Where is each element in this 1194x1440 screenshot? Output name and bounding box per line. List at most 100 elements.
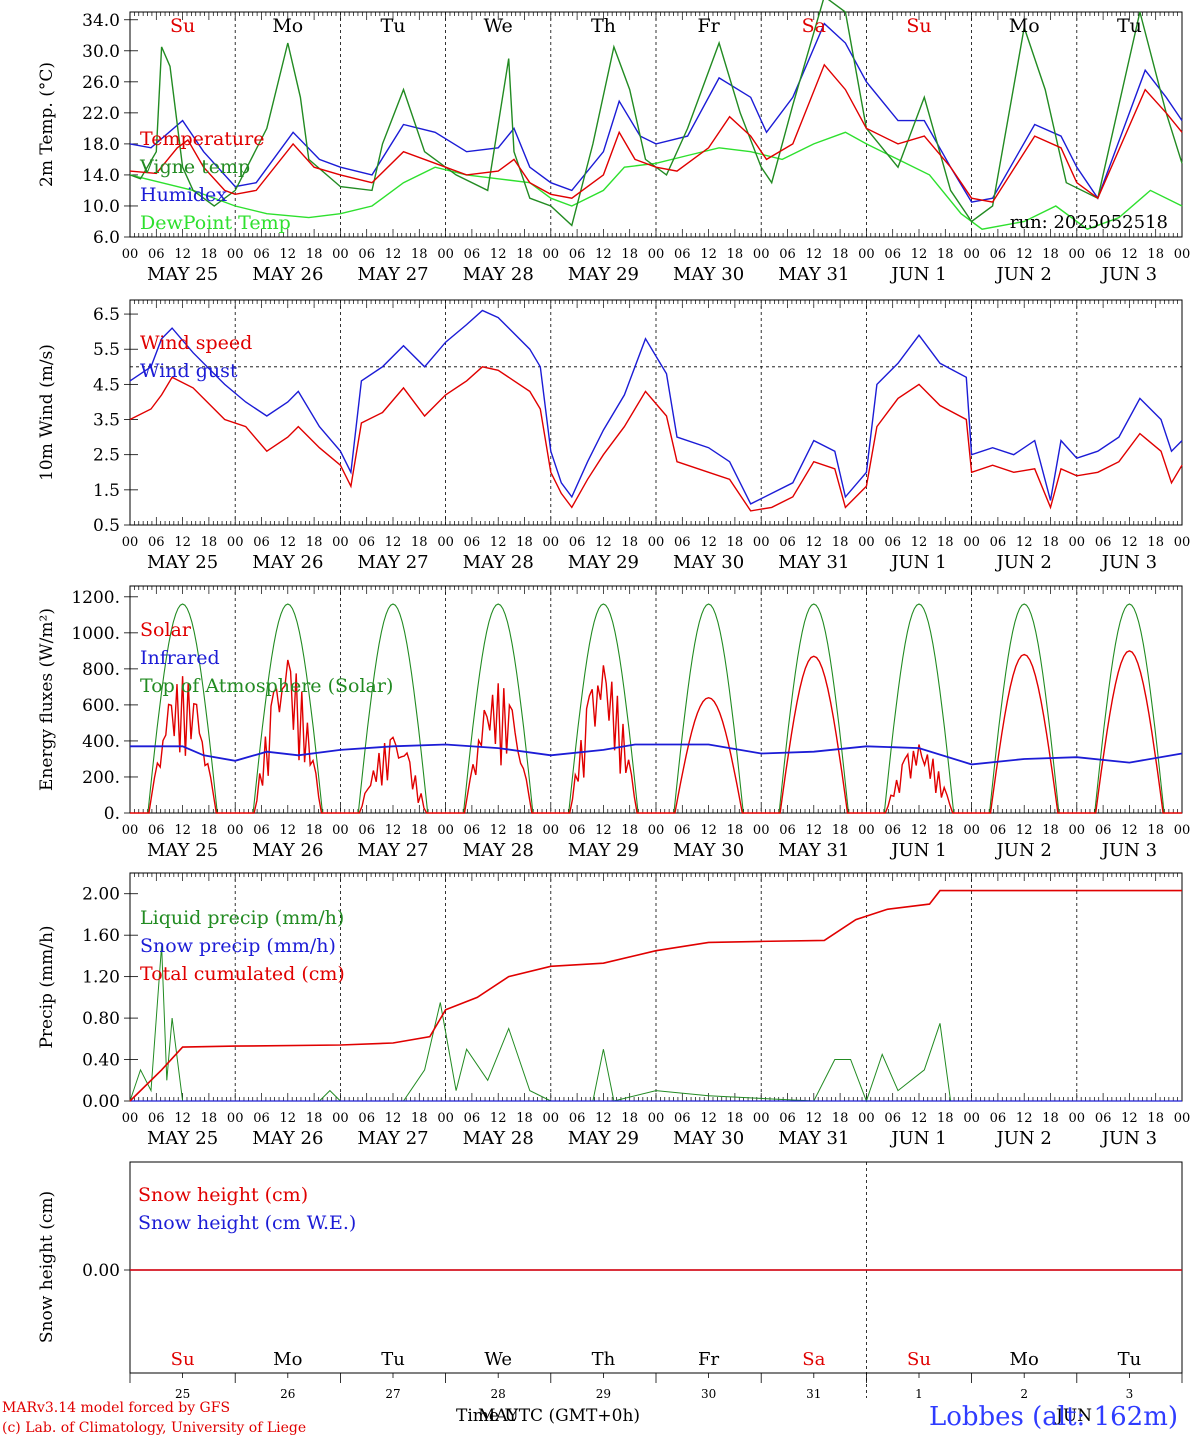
- y-tick-label: 2.5: [93, 446, 120, 466]
- hour-label: 12: [806, 247, 823, 262]
- hour-label: 06: [253, 535, 270, 550]
- hour-label: 12: [385, 823, 402, 838]
- hour-label: 06: [148, 1111, 165, 1126]
- hour-label: 06: [1095, 823, 1112, 838]
- hour-label: 06: [253, 1111, 270, 1126]
- y-tick-label: 1.5: [93, 481, 120, 501]
- date-label: MAY 28: [463, 552, 534, 573]
- day-name: Fr: [697, 15, 720, 37]
- hour-label: 12: [385, 535, 402, 550]
- hour-label: 06: [464, 535, 481, 550]
- hour-label: 00: [1174, 247, 1191, 262]
- day-number: 2: [1020, 1387, 1028, 1401]
- hour-label: 18: [621, 1111, 638, 1126]
- date-label: MAY 25: [147, 840, 218, 861]
- hour-label: 00: [543, 1111, 560, 1126]
- y-tick-label: 400.: [82, 732, 120, 752]
- hour-label: 18: [411, 823, 428, 838]
- hour-label: 00: [858, 823, 875, 838]
- hour-label: 18: [1042, 535, 1059, 550]
- day-name: Tu: [1118, 1349, 1142, 1370]
- lab-credit: (c) Lab. of Climatology, University of L…: [2, 1420, 307, 1436]
- hour-label: 06: [990, 823, 1007, 838]
- hour-label: 18: [1147, 247, 1164, 262]
- y-axis-label: Energy fluxes (W/m²): [37, 608, 57, 791]
- month-jun-label: JUN: [1056, 1406, 1093, 1426]
- hour-label: 00: [858, 535, 875, 550]
- legend-entry: Top of Atmosphere (Solar): [140, 675, 393, 697]
- date-label: MAY 29: [568, 264, 639, 285]
- hour-label: 00: [122, 1111, 139, 1126]
- hour-label: 18: [1042, 247, 1059, 262]
- y-tick-label: 600.: [82, 696, 120, 716]
- hour-label: 06: [990, 247, 1007, 262]
- day-name: Su: [907, 1349, 931, 1370]
- hour-label: 18: [1042, 1111, 1059, 1126]
- hour-label: 06: [674, 247, 691, 262]
- hour-label: 12: [1121, 823, 1138, 838]
- hour-label: 06: [569, 1111, 586, 1126]
- date-label: MAY 25: [147, 552, 218, 573]
- series-line: [129, 131, 1183, 230]
- y-tick-label: 5.5: [93, 340, 120, 360]
- hour-label: 12: [595, 247, 612, 262]
- hour-label: 18: [306, 247, 323, 262]
- date-label: MAY 28: [463, 1128, 534, 1149]
- hour-label: 00: [1174, 823, 1191, 838]
- date-label: MAY 25: [147, 264, 218, 285]
- month-may-label: MAY: [478, 1406, 519, 1426]
- day-name: Tu: [381, 15, 406, 37]
- date-label: JUN 3: [1100, 552, 1157, 573]
- y-tick-label: 1000.: [71, 624, 120, 644]
- series-line: [129, 63, 1183, 203]
- hour-label: 12: [595, 823, 612, 838]
- hour-label: 00: [858, 1111, 875, 1126]
- day-number: 26: [280, 1387, 295, 1401]
- hour-label: 18: [411, 1111, 428, 1126]
- y-tick-label: 800.: [82, 660, 120, 680]
- y-tick-label: 0.80: [82, 1009, 120, 1029]
- day-name: Su: [906, 15, 931, 37]
- hour-label: 00: [753, 823, 770, 838]
- hour-label: 06: [1095, 1111, 1112, 1126]
- date-label: JUN 2: [995, 264, 1052, 285]
- date-label: MAY 27: [357, 1128, 428, 1149]
- y-axis-label: Snow height (cm): [37, 1191, 57, 1343]
- hour-label: 00: [332, 535, 349, 550]
- day-number: 30: [701, 1387, 716, 1401]
- hour-label: 12: [1121, 1111, 1138, 1126]
- date-label: MAY 27: [357, 840, 428, 861]
- date-label: MAY 30: [673, 1128, 744, 1149]
- hour-label: 12: [911, 535, 928, 550]
- hour-label: 06: [569, 535, 586, 550]
- date-label: MAY 28: [463, 840, 534, 861]
- series-line: [129, 22, 1183, 203]
- hour-label: 12: [806, 823, 823, 838]
- day-name: Mo: [273, 1349, 302, 1370]
- hour-label: 06: [464, 1111, 481, 1126]
- y-tick-label: 1.60: [82, 926, 120, 946]
- day-number: 29: [596, 1387, 611, 1401]
- hour-label: 18: [306, 1111, 323, 1126]
- day-name: Mo: [272, 15, 303, 37]
- y-axis-label: 2m Temp. (°C): [37, 62, 57, 187]
- y-tick-label: 22.0: [82, 104, 120, 124]
- legend-entry: Temperature: [140, 128, 264, 150]
- hour-label: 18: [621, 535, 638, 550]
- hour-label: 00: [1174, 1111, 1191, 1126]
- hour-label: 12: [1016, 1111, 1033, 1126]
- hour-label: 00: [543, 823, 560, 838]
- hour-label: 12: [1016, 247, 1033, 262]
- y-tick-label: 6.5: [93, 305, 120, 325]
- hour-label: 12: [911, 1111, 928, 1126]
- hour-label: 00: [1069, 823, 1086, 838]
- panel-2-frame: [129, 299, 1183, 526]
- hour-label: 00: [437, 823, 454, 838]
- hour-label: 00: [543, 535, 560, 550]
- y-tick-label: 0.5: [93, 516, 120, 536]
- hour-label: 00: [963, 247, 980, 262]
- hour-label: 00: [648, 823, 665, 838]
- date-label: MAY 25: [147, 1128, 218, 1149]
- legend-entry: Vigne temp: [139, 156, 250, 178]
